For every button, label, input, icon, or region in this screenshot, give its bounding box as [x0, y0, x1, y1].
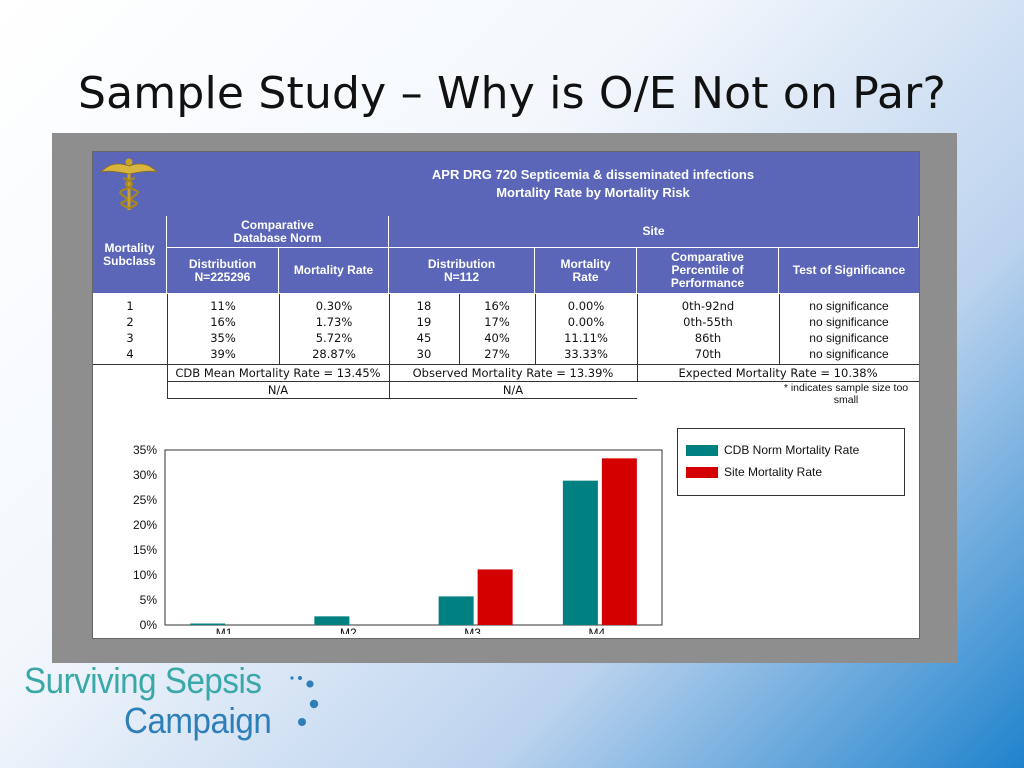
cell-cdb-rate: 1.73% [315, 315, 353, 329]
col-site-distribution-label: Distribution N=112 [427, 256, 496, 284]
caduceus-icon [99, 158, 159, 210]
chart-legend: CDB Norm Mortality Rate Site Mortality R… [677, 428, 905, 496]
col-site-distribution: Distribution N=112 [389, 248, 535, 294]
col-site-mortality-rate-label: Mortality Rate [560, 256, 611, 284]
y-tick-label: 5% [140, 593, 158, 607]
col-percentile-label: Comparative Percentile of Performance [670, 250, 745, 290]
y-tick-label: 20% [133, 518, 157, 532]
col-percentile: Comparative Percentile of Performance [637, 248, 779, 294]
cell-site-pct: 27% [484, 347, 510, 361]
legend-label-site: Site Mortality Rate [724, 465, 823, 479]
col-cdb-mortality-rate-label: Mortality Rate [293, 263, 374, 277]
bar-m4-site [601, 458, 637, 625]
cell-site-pct: 17% [484, 315, 510, 329]
cell-site-n: 30 [416, 347, 432, 361]
cell-subclass: 1 [126, 299, 134, 313]
y-tick-label: 25% [133, 493, 157, 507]
cdb-na: N/A [267, 383, 289, 397]
image-frame: APR DRG 720 Septicemia & disseminated in… [52, 133, 957, 663]
x-tick-label: M2 [340, 626, 357, 634]
y-tick-label: 10% [133, 568, 157, 582]
col-significance: Test of Significance [779, 248, 919, 294]
cell-cdb-rate: 0.30% [315, 299, 353, 313]
cell-significance: no significance [809, 315, 889, 329]
expected-rate: Expected Mortality Rate = 10.38% [678, 366, 878, 380]
bar-m3-site [477, 569, 513, 625]
cell-subclass: 4 [126, 347, 134, 361]
report-title-line1: APR DRG 720 Septicemia & disseminated in… [431, 167, 755, 182]
cell-subclass: 2 [126, 315, 134, 329]
cell-subclass: 3 [126, 331, 134, 345]
y-tick-label: 15% [133, 543, 157, 557]
cell-percentile: 70th [694, 347, 722, 361]
cell-site-n: 18 [416, 299, 432, 313]
legend-swatch-cdb [686, 445, 718, 457]
cell-cdb-dist: 39% [210, 347, 236, 361]
report-title-line2: Mortality Rate by Mortality Risk [496, 185, 690, 200]
col-cdb-mortality-rate: Mortality Rate [279, 248, 389, 294]
cell-cdb-dist: 35% [210, 331, 236, 345]
x-tick-label: M1 [216, 626, 233, 634]
logo-line2: Campaign [124, 700, 272, 741]
cell-cdb-dist: 16% [210, 315, 236, 329]
x-tick-label: M4 [589, 626, 606, 634]
legend-swatch-site [686, 467, 718, 479]
bar-m3-cdb [438, 596, 474, 625]
mortality-bar-chart: 0% 5% 10% 15% 20% 25% 30% 35% M1 M2 M3 M4 [133, 443, 663, 634]
group-site-header: Site [389, 216, 919, 248]
group-cdb-header: Comparative Database Norm [167, 216, 389, 248]
x-tick-label: M3 [464, 626, 481, 634]
cell-cdb-rate: 28.87% [312, 347, 356, 361]
cell-significance: no significance [809, 331, 889, 345]
col-mortality-subclass: Mortality Subclass [93, 216, 167, 294]
report-panel: APR DRG 720 Septicemia & disseminated in… [92, 151, 920, 639]
site-na: N/A [502, 383, 524, 397]
col-cdb-distribution: Distribution N=225296 [167, 248, 279, 294]
cell-percentile: 86th [694, 331, 722, 345]
cell-site-rate: 33.33% [564, 347, 608, 361]
legend-item-site: Site Mortality Rate [686, 465, 822, 479]
col-cdb-distribution-label: Distribution N=225296 [188, 256, 257, 284]
legend-item-cdb: CDB Norm Mortality Rate [686, 443, 859, 457]
observed-rate: Observed Mortality Rate = 13.39% [412, 366, 614, 380]
cell-significance: no significance [809, 299, 889, 313]
y-tick-label: 35% [133, 443, 157, 457]
report-header: APR DRG 720 Septicemia & disseminated in… [93, 152, 919, 217]
cell-percentile: 0th-55th [683, 315, 733, 329]
bar-m2-cdb [314, 616, 350, 625]
group-cdb-label: Comparative Database Norm [233, 217, 322, 245]
report-title: APR DRG 720 Septicemia & disseminated in… [263, 166, 923, 202]
col-mortality-subclass-label: Mortality Subclass [103, 240, 156, 268]
cell-site-pct: 40% [484, 331, 510, 345]
cell-significance: no significance [809, 347, 889, 361]
y-tick-label: 30% [133, 468, 157, 482]
group-site-label: Site [642, 224, 665, 238]
cell-site-rate: 0.00% [567, 299, 605, 313]
cell-site-rate: 11.11% [564, 331, 608, 345]
sample-size-note: * indicates sample size too small [783, 382, 909, 406]
col-significance-label: Test of Significance [792, 263, 906, 277]
cell-cdb-rate: 5.72% [315, 331, 353, 345]
cell-site-rate: 0.00% [567, 315, 605, 329]
logo-line1: Surviving Sepsis [24, 660, 262, 701]
cell-cdb-dist: 11% [210, 299, 236, 313]
logo-dots-icon [290, 676, 319, 726]
cell-site-pct: 16% [484, 299, 510, 313]
cell-site-n: 19 [416, 315, 432, 329]
cdb-mean-rate: CDB Mean Mortality Rate = 13.45% [175, 366, 381, 380]
slide-title: Sample Study – Why is O/E Not on Par? [78, 68, 946, 119]
bar-m1-cdb [190, 623, 226, 625]
cell-site-n: 45 [416, 331, 432, 345]
bar-m4-cdb [562, 480, 598, 625]
col-site-mortality-rate: Mortality Rate [535, 248, 637, 294]
y-tick-label: 0% [140, 618, 158, 632]
legend-label-cdb: CDB Norm Mortality Rate [724, 443, 860, 457]
surviving-sepsis-logo: Surviving Sepsis Campaign [24, 660, 324, 750]
cell-percentile: 0th-92nd [681, 299, 735, 313]
